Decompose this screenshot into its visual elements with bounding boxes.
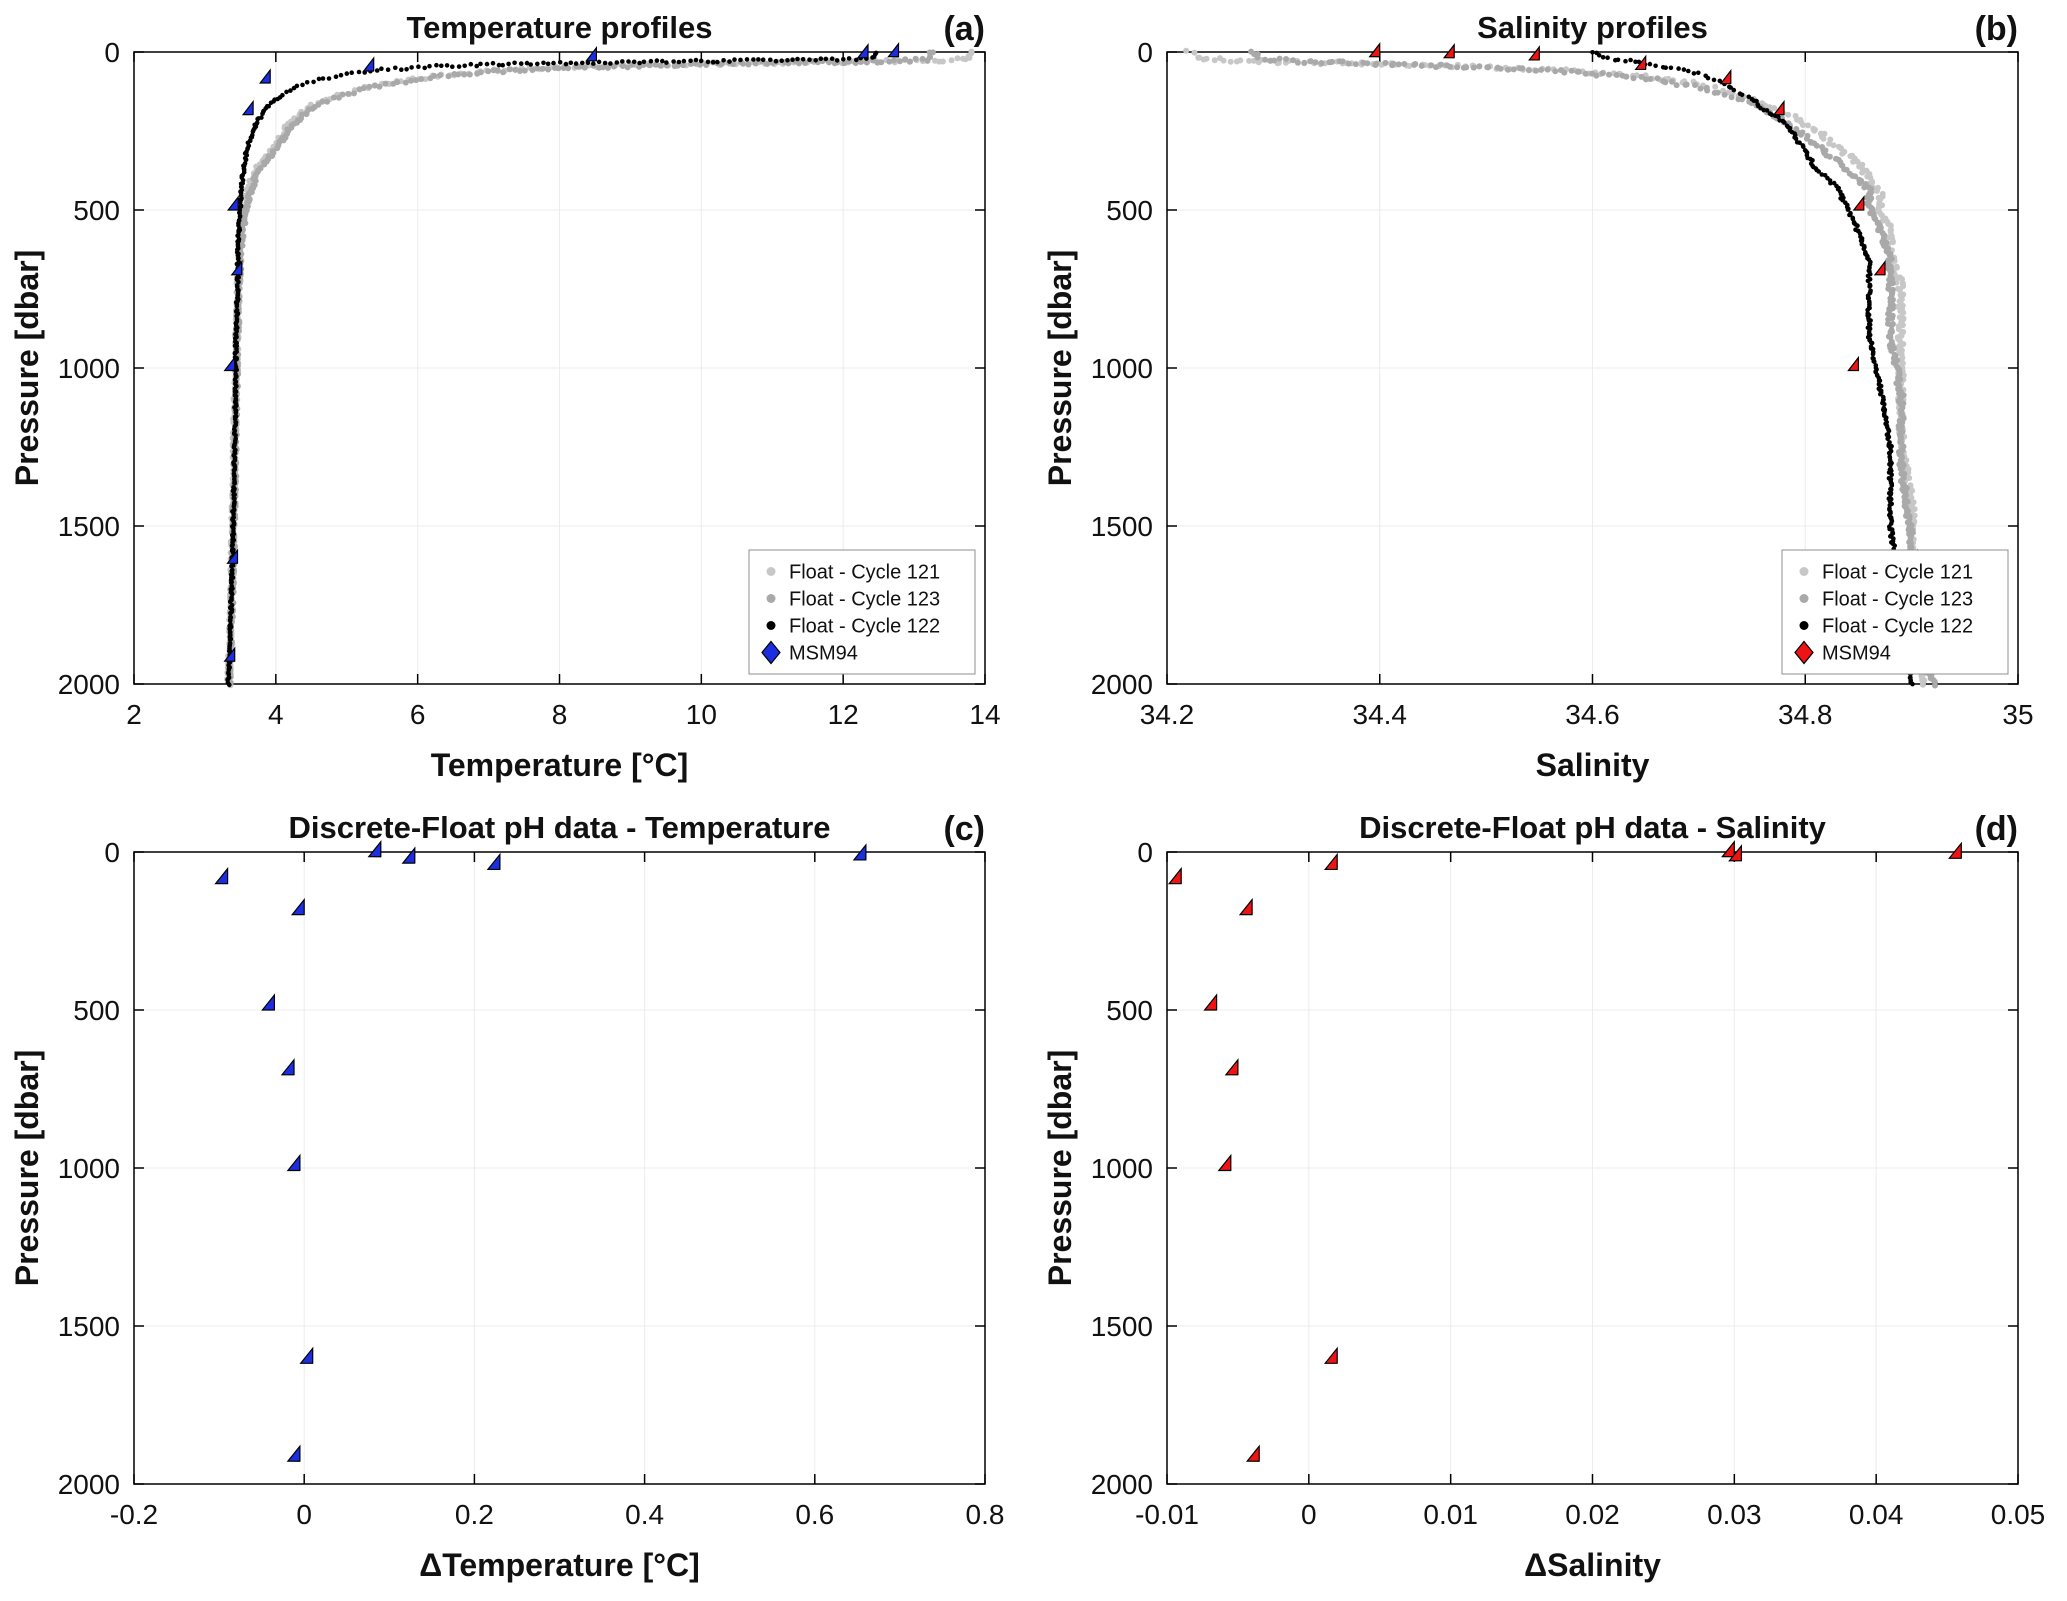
x-axis-label: ΔSalinity bbox=[1524, 1547, 1661, 1583]
y-tick-label: 2000 bbox=[1091, 1469, 1153, 1500]
legend-label: Float - Cycle 122 bbox=[789, 616, 940, 638]
chart-title: Discrete-Float pH data - Temperature bbox=[288, 810, 830, 845]
x-axis-label: Temperature [°C] bbox=[431, 747, 689, 783]
y-tick-label: 1500 bbox=[58, 1311, 120, 1342]
chart-panel-a-temperature-profiles: 2 4 6 8 10 12 14 0 500 1000 1500 2000 Float - Cycle … bbox=[0, 0, 1033, 800]
y-tick-label: 1000 bbox=[58, 1153, 120, 1184]
x-tick-label: 10 bbox=[686, 699, 717, 730]
x-tick-label: 0 bbox=[1301, 1499, 1317, 1530]
panel-label: (a) bbox=[943, 10, 985, 48]
chart-panel-c-delta-temperature: -0.2 0 0.2 0.4 0.6 0.8 0 500 1000 1500 2000 Discret… bbox=[0, 800, 1033, 1601]
y-tick-label: 0 bbox=[104, 37, 120, 68]
series-msm94 bbox=[223, 41, 900, 662]
chart-title: Salinity profiles bbox=[1477, 10, 1708, 45]
chart-svg-d: -0.01 0 0.01 0.02 0.03 0.04 0.05 0 500 1000 1500 20… bbox=[1033, 800, 2066, 1600]
y-axis-label: Pressure [dbar] bbox=[9, 1050, 45, 1287]
series-delta-salinity bbox=[1167, 839, 1962, 1462]
x-tick-label: 35 bbox=[2002, 699, 2033, 730]
y-tick-label: 1500 bbox=[58, 511, 120, 542]
x-tick-label: 0.02 bbox=[1565, 1499, 1620, 1530]
chart-svg-b: 34.2 34.4 34.6 34.8 35 0 500 1000 1500 2000 Float … bbox=[1033, 0, 2066, 800]
panel-label: (b) bbox=[1975, 10, 2018, 48]
chart-title: Discrete-Float pH data - Salinity bbox=[1359, 810, 1827, 845]
x-tick-label: -0.2 bbox=[110, 1499, 158, 1530]
x-axis-label: Salinity bbox=[1536, 747, 1650, 783]
x-tick-label: 8 bbox=[552, 699, 568, 730]
y-axis-label: Pressure [dbar] bbox=[1042, 250, 1078, 487]
axes: -0.01 0 0.01 0.02 0.03 0.04 0.05 0 500 1000 1500 20… bbox=[1091, 837, 2046, 1530]
x-tick-label: 0.01 bbox=[1423, 1499, 1478, 1530]
x-tick-label: 34.8 bbox=[1778, 699, 1833, 730]
x-tick-label: -0.01 bbox=[1135, 1499, 1199, 1530]
x-tick-label: 2 bbox=[126, 699, 142, 730]
y-tick-label: 0 bbox=[1137, 837, 1153, 868]
chart-svg-c: -0.2 0 0.2 0.4 0.6 0.8 0 500 1000 1500 2000 Discret… bbox=[0, 800, 1033, 1600]
x-tick-label: 0.03 bbox=[1707, 1499, 1762, 1530]
y-tick-label: 500 bbox=[73, 995, 120, 1026]
panel-label: (c) bbox=[943, 810, 985, 848]
y-tick-label: 1000 bbox=[1091, 353, 1153, 384]
y-tick-label: 1500 bbox=[1091, 1311, 1153, 1342]
chart-svg-a: 2 4 6 8 10 12 14 0 500 1000 1500 2000 Float - Cycle … bbox=[0, 0, 1033, 800]
panel-label: (d) bbox=[1975, 810, 2018, 848]
legend-label: Float - Cycle 122 bbox=[1822, 616, 1973, 638]
x-tick-label: 34.2 bbox=[1140, 699, 1195, 730]
x-tick-label: 14 bbox=[969, 699, 1000, 730]
y-axis-label: Pressure [dbar] bbox=[9, 250, 45, 487]
y-tick-label: 1000 bbox=[1091, 1153, 1153, 1184]
legend-label: Float - Cycle 121 bbox=[1822, 562, 1973, 584]
x-tick-label: 0.4 bbox=[625, 1499, 664, 1530]
x-tick-label: 6 bbox=[410, 699, 426, 730]
x-tick-label: 12 bbox=[828, 699, 859, 730]
y-tick-label: 2000 bbox=[1091, 669, 1153, 700]
legend-label: MSM94 bbox=[1822, 643, 1891, 665]
y-tick-label: 2000 bbox=[58, 669, 120, 700]
axes: -0.2 0 0.2 0.4 0.6 0.8 0 500 1000 1500 2000 bbox=[58, 837, 1005, 1530]
x-tick-label: 4 bbox=[268, 699, 284, 730]
y-tick-label: 0 bbox=[1137, 37, 1153, 68]
x-tick-label: 34.6 bbox=[1565, 699, 1620, 730]
x-tick-label: 0 bbox=[296, 1499, 312, 1530]
y-tick-label: 1000 bbox=[58, 353, 120, 384]
x-axis-label: ΔTemperature [°C] bbox=[419, 1547, 700, 1583]
y-tick-label: 1500 bbox=[1091, 511, 1153, 542]
series-delta-temperature bbox=[214, 839, 867, 1462]
y-tick-label: 500 bbox=[1106, 195, 1153, 226]
legend-label: Float - Cycle 123 bbox=[789, 589, 940, 611]
y-axis-label: Pressure [dbar] bbox=[1042, 1050, 1078, 1287]
x-tick-label: 34.4 bbox=[1353, 699, 1408, 730]
x-tick-label: 0.04 bbox=[1849, 1499, 1904, 1530]
chart-title: Temperature profiles bbox=[406, 10, 712, 45]
x-tick-label: 0.6 bbox=[795, 1499, 834, 1530]
x-tick-label: 0.05 bbox=[1991, 1499, 2046, 1530]
axes: 2 4 6 8 10 12 14 0 500 1000 1500 2000 bbox=[58, 37, 1001, 730]
y-tick-label: 500 bbox=[73, 195, 120, 226]
legend-label: Float - Cycle 123 bbox=[1822, 589, 1973, 611]
chart-panel-b-salinity-profiles: 34.2 34.4 34.6 34.8 35 0 500 1000 1500 2000 Float … bbox=[1033, 0, 2067, 800]
x-tick-label: 0.2 bbox=[455, 1499, 494, 1530]
y-tick-label: 2000 bbox=[58, 1469, 120, 1500]
y-tick-label: 500 bbox=[1106, 995, 1153, 1026]
legend-label: MSM94 bbox=[789, 643, 858, 665]
legend-label: Float - Cycle 121 bbox=[789, 562, 940, 584]
y-tick-label: 0 bbox=[104, 837, 120, 868]
legend: Float - Cycle 121 Float - Cycle 123 Float … bbox=[748, 549, 976, 675]
legend: Float - Cycle 121 Float - Cycle 123 Float … bbox=[1781, 549, 2009, 675]
x-tick-label: 0.8 bbox=[966, 1499, 1005, 1530]
chart-panel-d-delta-salinity: -0.01 0 0.01 0.02 0.03 0.04 0.05 0 500 1000 1500 20… bbox=[1033, 800, 2067, 1601]
